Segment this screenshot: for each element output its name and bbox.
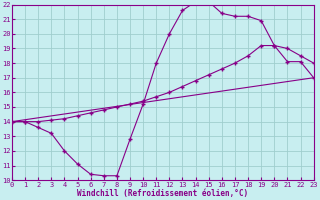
X-axis label: Windchill (Refroidissement éolien,°C): Windchill (Refroidissement éolien,°C)	[77, 189, 248, 198]
